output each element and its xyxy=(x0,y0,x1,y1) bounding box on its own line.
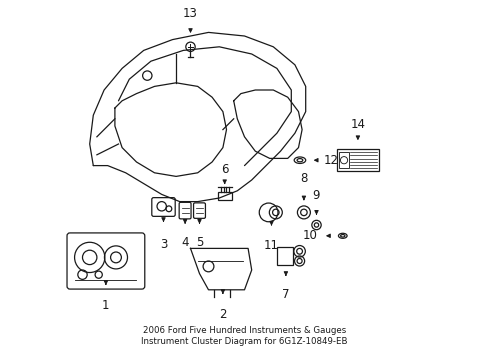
Text: 11: 11 xyxy=(264,239,279,252)
Bar xyxy=(337,149,378,171)
Text: 12: 12 xyxy=(323,154,338,167)
Text: 6: 6 xyxy=(221,163,228,176)
Bar xyxy=(218,192,231,200)
Text: 8: 8 xyxy=(300,172,307,185)
Text: 10: 10 xyxy=(302,229,317,242)
Text: 1: 1 xyxy=(102,299,109,312)
Text: 2: 2 xyxy=(219,308,226,321)
Text: 9: 9 xyxy=(312,189,320,202)
Text: 13: 13 xyxy=(183,7,198,20)
Text: 2006 Ford Five Hundred Instruments & Gauges
Instrument Cluster Diagram for 6G1Z-: 2006 Ford Five Hundred Instruments & Gau… xyxy=(141,326,347,346)
Text: 3: 3 xyxy=(160,238,167,251)
Bar xyxy=(276,247,292,265)
Bar xyxy=(338,152,348,168)
Text: 7: 7 xyxy=(282,288,289,301)
Text: 5: 5 xyxy=(195,236,203,249)
Text: 4: 4 xyxy=(181,236,188,249)
Text: 14: 14 xyxy=(350,118,365,131)
